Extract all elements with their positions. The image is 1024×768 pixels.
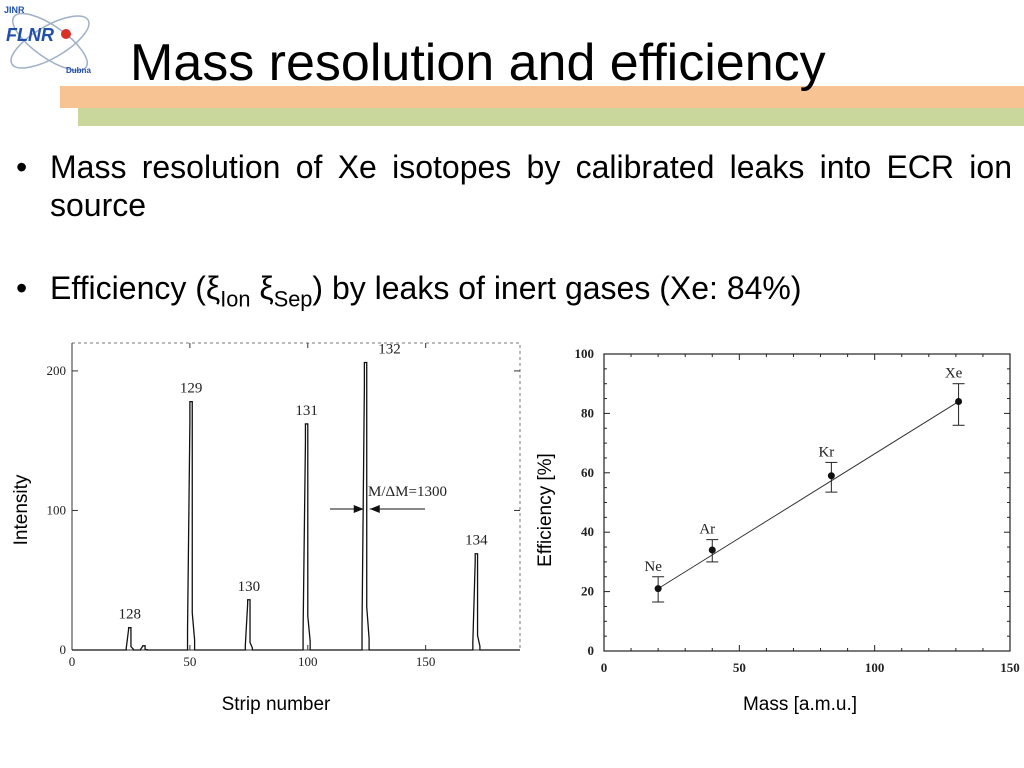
bullet-dot: •	[16, 270, 28, 306]
fit-line	[657, 401, 959, 590]
y-tick-label: 100	[47, 502, 67, 517]
resolution-annotation: M/ΔM=1300	[368, 484, 447, 500]
y-tick-label: 40	[581, 524, 594, 539]
logo-red-dot	[61, 29, 71, 39]
spectrum-trace	[72, 361, 520, 651]
peak-label: 131	[295, 403, 318, 419]
resolution-arrowhead-right	[369, 505, 380, 514]
plot-frame	[603, 353, 1011, 652]
bullet-text: Efficiency (ξIon ξSep) by leaks of inert…	[50, 269, 802, 310]
data-point	[955, 398, 963, 406]
y-tick-label: 60	[581, 465, 594, 480]
subscript-sep: Sep	[273, 286, 313, 312]
y-tick-label: 200	[47, 363, 67, 378]
data-point	[827, 472, 835, 480]
y-tick-label: 80	[581, 405, 594, 420]
point-label: Ar	[699, 522, 715, 538]
logo-bottom-text: Dubna	[66, 66, 91, 75]
x-tick-label: 150	[1000, 660, 1020, 675]
x-tick-label: 150	[416, 654, 436, 669]
resolution-arrowhead-left	[353, 505, 364, 514]
bullet-mass-resolution: • Mass resolution of Xe isotopes by cali…	[16, 148, 1012, 248]
title-band-orange	[60, 86, 1024, 108]
x-tick-label: 0	[601, 660, 608, 675]
bullet-text: Mass resolution of Xe isotopes by calibr…	[50, 149, 1012, 224]
x-axis-label: Mass [a.m.u.]	[743, 694, 857, 715]
logo-main-text: FLNR	[6, 25, 54, 45]
bullet-text-suffix: ) by leaks of inert gases (Xe: 84%)	[312, 270, 802, 306]
peak-label: 129	[180, 381, 203, 397]
bullet-text-mid: ξ	[250, 270, 274, 306]
logo-top-text: JINR	[4, 5, 25, 15]
bullet-efficiency: • Efficiency (ξIon ξSep) by leaks of ine…	[16, 269, 1012, 319]
peak-label: 128	[119, 607, 142, 623]
x-tick-label: 50	[733, 660, 746, 675]
point-label: Kr	[818, 444, 834, 460]
y-tick-label: 100	[575, 346, 595, 361]
point-label: Xe	[945, 366, 963, 382]
peak-label: 132	[378, 342, 401, 358]
flnr-logo: JINR FLNR Dubna	[4, 5, 91, 75]
data-point	[708, 546, 716, 554]
bullet-dot: •	[16, 149, 28, 185]
x-tick-label: 100	[298, 654, 318, 669]
y-axis-label: Efficiency [%]	[535, 453, 556, 567]
y-tick-label: 20	[581, 584, 594, 599]
y-tick-label: 0	[60, 642, 67, 657]
title-band-green	[78, 108, 1024, 126]
bullet-text-prefix: Efficiency (ξ	[50, 270, 221, 306]
point-label: Ne	[644, 559, 662, 575]
page-title: Mass resolution and efficiency	[130, 34, 826, 92]
x-axis-label: Strip number	[222, 694, 331, 715]
peak-label: 134	[465, 533, 488, 549]
x-tick-label: 50	[183, 654, 196, 669]
peak-label: 130	[238, 579, 261, 595]
plot-frame	[71, 342, 521, 651]
y-tick-label: 0	[588, 643, 595, 658]
x-tick-label: 100	[865, 660, 885, 675]
y-axis-label: Intensity	[11, 474, 32, 545]
data-point	[654, 585, 662, 593]
x-tick-label: 0	[69, 654, 76, 669]
subscript-ion: Ion	[220, 286, 251, 312]
